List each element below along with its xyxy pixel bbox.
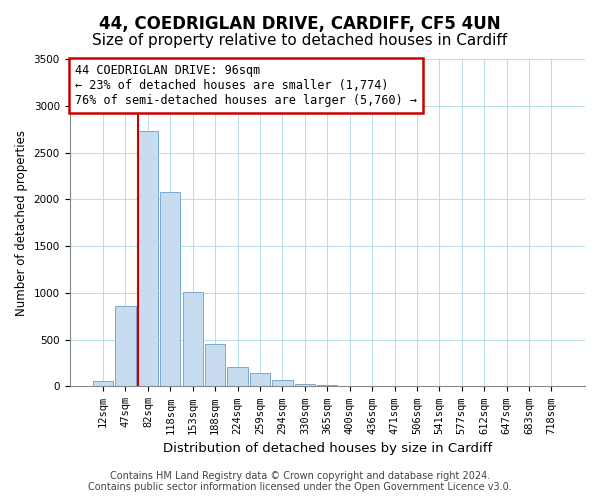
Bar [138, 131, 158, 386]
X-axis label: Distribution of detached houses by size in Cardiff: Distribution of detached houses by size … [163, 442, 492, 455]
Text: Contains HM Land Registry data © Crown copyright and database right 2024.
Contai: Contains HM Land Registry data © Crown c… [88, 471, 512, 492]
Bar [160, 192, 181, 386]
Bar [93, 382, 113, 386]
Bar [182, 292, 203, 386]
Bar [227, 367, 248, 386]
Bar [272, 380, 293, 386]
Bar [295, 384, 315, 386]
Bar [115, 306, 136, 386]
Text: 44, COEDRIGLAN DRIVE, CARDIFF, CF5 4UN: 44, COEDRIGLAN DRIVE, CARDIFF, CF5 4UN [99, 15, 501, 33]
Text: 44 COEDRIGLAN DRIVE: 96sqm
← 23% of detached houses are smaller (1,774)
76% of s: 44 COEDRIGLAN DRIVE: 96sqm ← 23% of deta… [74, 64, 416, 107]
Bar [250, 373, 270, 386]
Text: Size of property relative to detached houses in Cardiff: Size of property relative to detached ho… [92, 32, 508, 48]
Bar [205, 344, 225, 387]
Bar [317, 384, 337, 386]
Y-axis label: Number of detached properties: Number of detached properties [15, 130, 28, 316]
